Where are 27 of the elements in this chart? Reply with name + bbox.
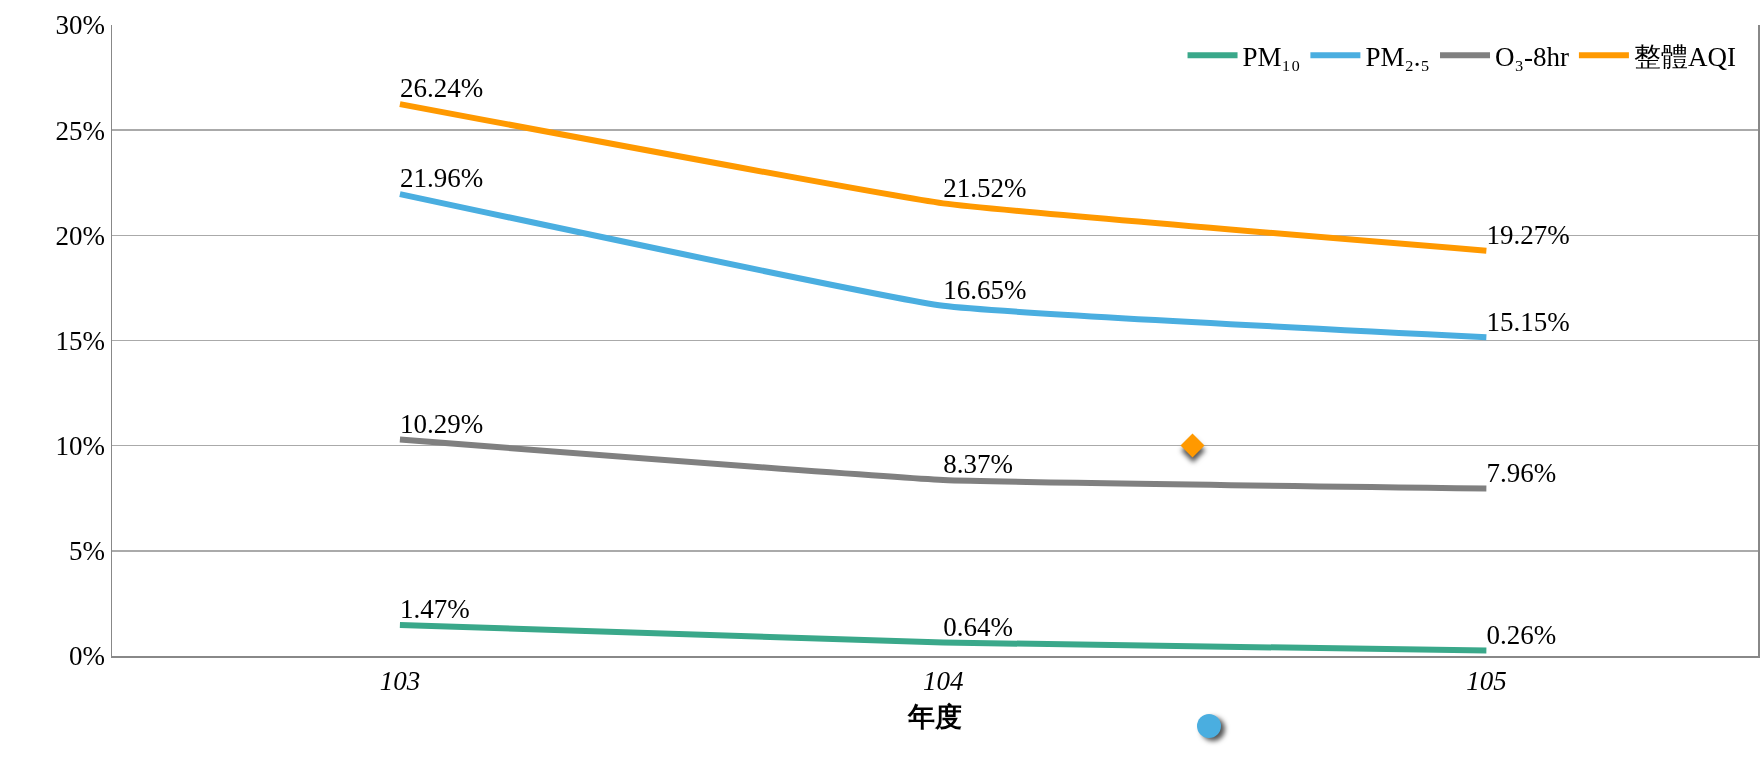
data-label: 10.29% [399,408,484,439]
data-label: 21.52% [943,172,1027,203]
data-label: 26.24% [399,73,484,104]
x-tick-label: 105 [1466,666,1507,697]
data-label: 0.64% [943,611,1013,642]
legend-label: PM₂.₅ [1365,41,1431,72]
data-label: 19.27% [1486,219,1570,250]
data-label: 8.37% [943,449,1013,480]
y-tick-label: 30% [55,10,106,41]
x-tick-label: 104 [922,666,964,697]
legend-label: PM₁₀ [1242,41,1301,72]
data-label: 1.47% [399,594,470,625]
x-tick-label: 103 [379,666,421,697]
legend-label: O₃-8hr [1495,41,1569,72]
data-label: 7.96% [1486,457,1557,488]
y-tick-label: 25% [55,115,106,146]
data-label: 16.65% [943,275,1027,306]
legend-label: 整體AQI [1633,41,1736,72]
y-tick-label: 20% [55,220,106,251]
y-tick-label: 5% [69,536,106,567]
y-tick-label: 0% [69,641,106,672]
y-tick-label: 10% [55,431,106,462]
data-label: 21.96% [399,163,484,194]
data-label: 15.15% [1486,306,1570,337]
y-tick-label: 15% [55,325,106,356]
x-axis-title: 年度 [907,701,962,733]
data-label: 0.26% [1486,619,1557,650]
